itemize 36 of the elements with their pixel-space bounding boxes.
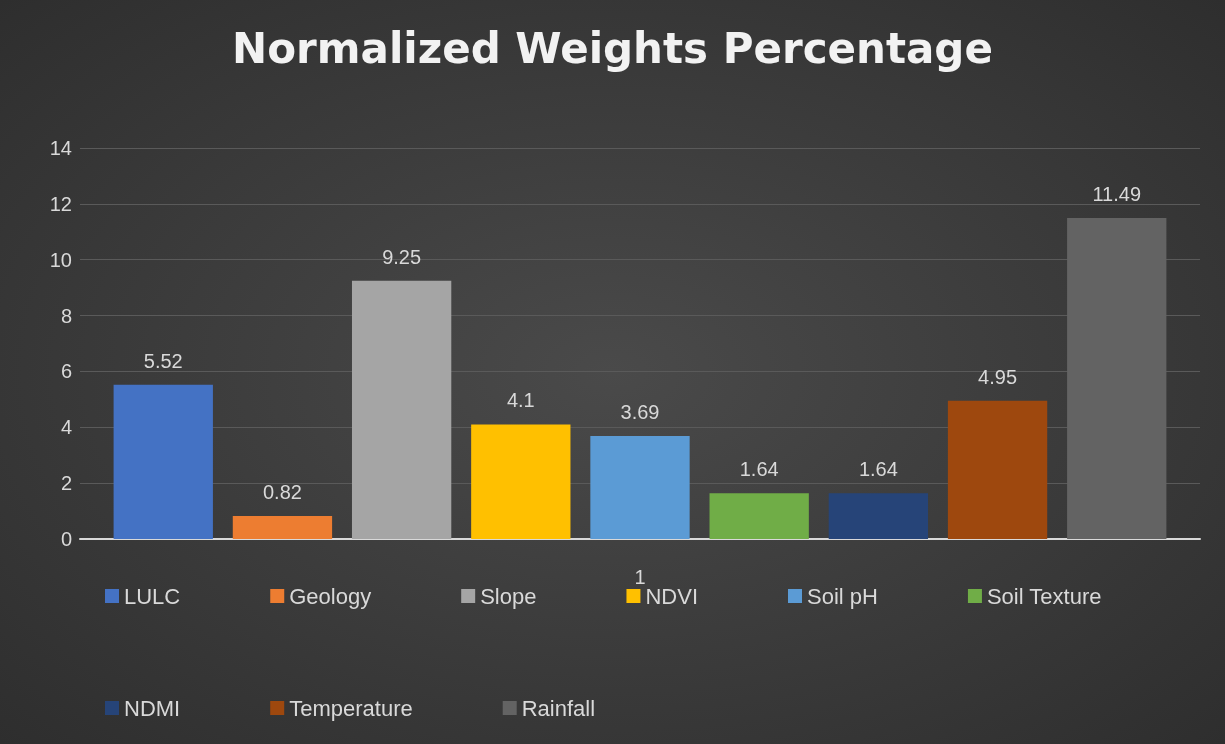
legend-label: Rainfall: [521, 695, 596, 721]
data-label: 3.69: [620, 400, 660, 423]
data-label: 11.49: [1092, 183, 1142, 206]
bar: [351, 280, 452, 539]
data-label: 9.25: [382, 245, 422, 268]
bar: [113, 384, 213, 539]
y-tick-label: 6: [60, 360, 72, 383]
data-label: 1.64: [739, 458, 779, 481]
legend-label: Geology: [289, 583, 372, 609]
chart-title: Normalized Weights Percentage: [232, 23, 993, 73]
y-tick-label: 0: [60, 528, 72, 550]
data-label: 1.64: [858, 458, 898, 481]
legend-label: Slope: [480, 583, 537, 609]
data-label: 0.82: [262, 481, 302, 504]
legend-label: Soil Texture: [986, 583, 1102, 609]
bar: [947, 400, 1048, 539]
bar: [590, 435, 690, 539]
y-tick-label: 14: [49, 137, 72, 159]
bar: [828, 493, 929, 539]
bar: [232, 516, 333, 539]
x-tick-label: 1: [634, 566, 646, 588]
y-tick-label: 4: [60, 416, 72, 439]
legend-label: Soil pH: [807, 583, 878, 609]
bar: [471, 424, 571, 539]
y-tick-label: 8: [60, 304, 72, 327]
y-tick-label: 12: [49, 192, 72, 215]
legend-label: NDVI: [645, 583, 699, 609]
legend-label: LULC: [124, 583, 181, 609]
legend-label: NDMI: [124, 695, 181, 721]
data-label: 4.1: [506, 389, 535, 412]
data-label: 4.95: [978, 365, 1018, 388]
bar: [709, 493, 809, 539]
y-tick-label: 2: [60, 472, 72, 495]
y-tick-label: 10: [49, 248, 72, 271]
legend-label: Temperature: [289, 695, 413, 721]
data-label: 5.52: [143, 349, 183, 372]
